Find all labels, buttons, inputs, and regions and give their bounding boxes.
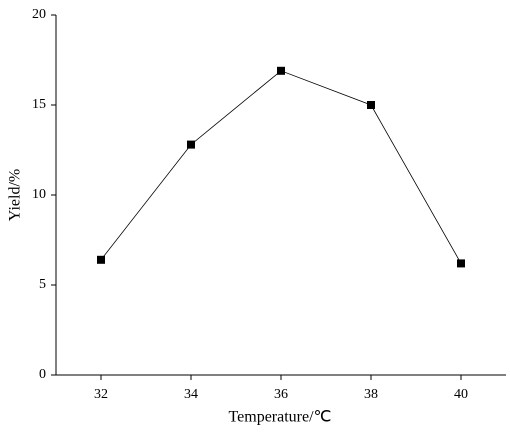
y-axis-label: Yield/% [7,169,24,221]
y-tick-label: 10 [32,187,46,202]
y-tick-label: 20 [32,7,46,22]
y-tick-label: 5 [39,277,46,292]
marker [457,259,465,268]
marker [187,140,195,149]
x-tick-label: 34 [184,387,198,402]
marker [367,101,375,109]
y-tick-label: 0 [39,367,46,382]
x-tick-label: 40 [454,387,468,402]
marker [277,66,285,75]
x-tick-label: 36 [274,387,288,402]
series-line [100,70,462,264]
x-axis-label: Temperature/℃ [228,409,331,426]
y-tick-label: 15 [32,97,46,112]
marker [97,255,105,264]
x-tick-label: 32 [94,387,108,402]
x-tick-label: 38 [364,387,378,402]
